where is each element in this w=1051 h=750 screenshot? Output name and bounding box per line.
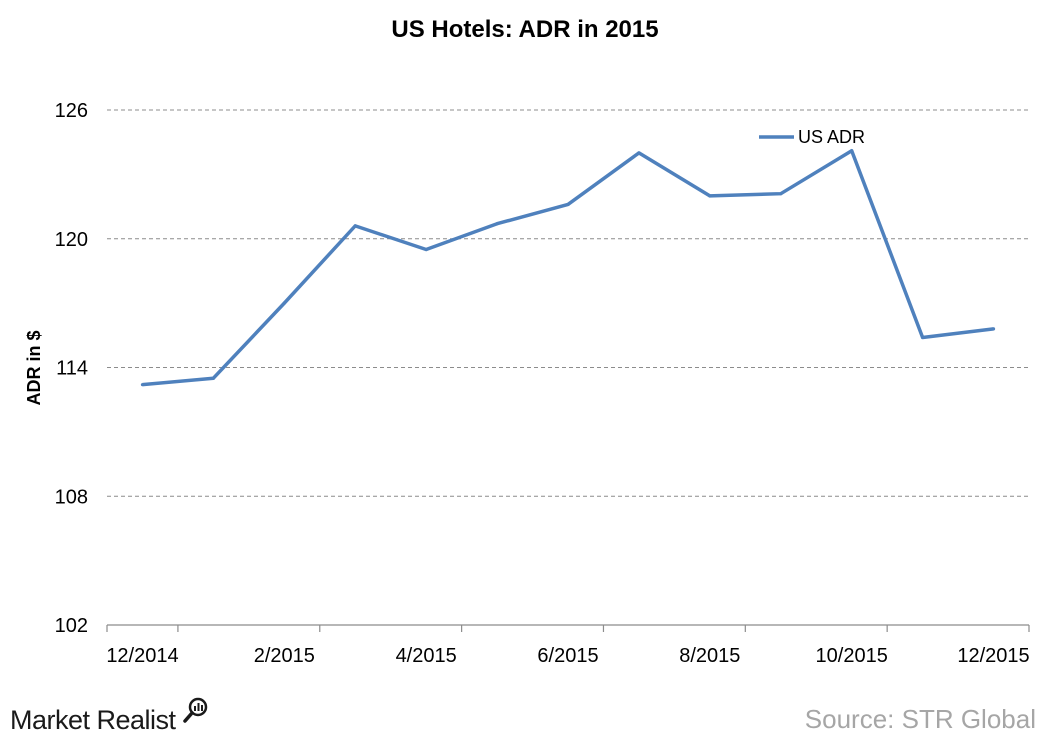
x-tick-labels: 12/2014 2/2015 4/2015 6/2015 8/2015 10/2015 12… [106, 645, 1029, 667]
legend: US ADR [759, 127, 865, 147]
data-point [850, 149, 854, 153]
x-tick-label: 2/2015 [254, 645, 315, 667]
data-point [779, 192, 783, 196]
data-point [140, 383, 145, 387]
data-point [353, 224, 357, 228]
y-tick-label: 102 [55, 615, 88, 637]
y-tick-label: 108 [55, 486, 88, 508]
chart-title: US Hotels: ADR in 2015 [391, 16, 658, 43]
data-point [637, 151, 641, 155]
y-tick-label: 114 [56, 358, 88, 380]
data-point [921, 335, 925, 340]
data-point [424, 247, 428, 252]
x-tick-label: 6/2015 [537, 645, 598, 667]
x-tick-label: 8/2015 [679, 645, 740, 667]
data-point [991, 327, 996, 331]
brand-logo: Market Realist [10, 697, 208, 735]
y-tick-label: 120 [55, 229, 88, 251]
x-tick-label: 4/2015 [396, 645, 457, 667]
data-point [211, 376, 215, 380]
x-tick-label: 10/2015 [816, 645, 888, 667]
source-note: Source: STR Global [805, 704, 1036, 734]
magnifier-chart-icon [183, 697, 208, 723]
series-line-us-adr [142, 149, 994, 387]
gridlines [107, 109, 1029, 497]
x-tick-label: 12/2015 [957, 645, 1029, 667]
x-tick-label: 12/2014 [106, 645, 178, 667]
data-point [282, 301, 286, 305]
series-layer [140, 149, 996, 387]
data-point [708, 194, 712, 198]
y-axis-title: ADR in $ [24, 330, 44, 405]
legend-label-us-adr: US ADR [798, 127, 865, 147]
data-point [566, 202, 570, 207]
y-tick-labels: 102 108 114 120 126 [55, 100, 88, 637]
x-axis [106, 624, 1030, 632]
data-point [495, 222, 499, 226]
brand-name: Market Realist [10, 705, 177, 735]
y-tick-label: 126 [55, 100, 88, 122]
